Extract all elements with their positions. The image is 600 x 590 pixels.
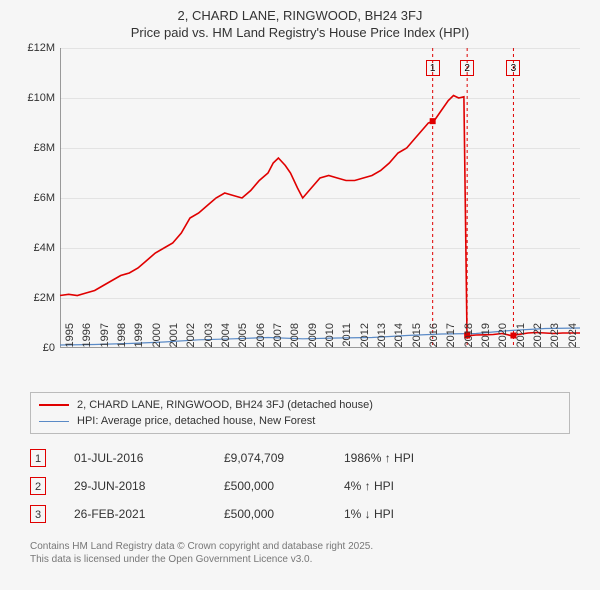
transaction-price: £500,000 <box>224 507 344 521</box>
legend-item-hpi: HPI: Average price, detached house, New … <box>39 413 561 429</box>
transaction-change: 4% ↑ HPI <box>344 479 464 493</box>
y-gridline <box>60 248 580 249</box>
footer-line-2: This data is licensed under the Open Gov… <box>30 553 570 566</box>
y-tick-label: £10M <box>20 92 55 104</box>
legend-label: HPI: Average price, detached house, New … <box>77 415 315 427</box>
x-tick-label: 2003 <box>203 323 215 353</box>
legend-label: 2, CHARD LANE, RINGWOOD, BH24 3FJ (detac… <box>77 399 373 411</box>
transaction-date: 01-JUL-2016 <box>74 451 224 465</box>
x-tick-label: 1997 <box>99 323 111 353</box>
title-line-2: Price paid vs. HM Land Registry's House … <box>0 25 600 40</box>
x-tick-label: 2006 <box>255 323 267 353</box>
transaction-price: £500,000 <box>224 479 344 493</box>
title-line-1: 2, CHARD LANE, RINGWOOD, BH24 3FJ <box>0 8 600 23</box>
y-tick-label: £0 <box>20 342 55 354</box>
x-tick-label: 2002 <box>185 323 197 353</box>
y-tick-label: £12M <box>20 42 55 54</box>
y-gridline <box>60 148 580 149</box>
x-tick-label: 2020 <box>497 323 509 353</box>
x-tick-label: 2024 <box>567 323 579 353</box>
x-tick-label: 1999 <box>133 323 145 353</box>
x-tick-label: 2001 <box>168 323 180 353</box>
legend-swatch-blue <box>39 421 69 422</box>
transaction-change: 1986% ↑ HPI <box>344 451 464 465</box>
x-tick-label: 2007 <box>272 323 284 353</box>
x-tick-label: 2019 <box>480 323 492 353</box>
y-gridline <box>60 48 580 49</box>
x-tick-label: 2017 <box>445 323 457 353</box>
footer-attribution: Contains HM Land Registry data © Crown c… <box>30 540 570 566</box>
x-tick-label: 2023 <box>549 323 561 353</box>
transaction-price: £9,074,709 <box>224 451 344 465</box>
chart-title: 2, CHARD LANE, RINGWOOD, BH24 3FJ Price … <box>0 0 600 40</box>
x-tick-label: 1996 <box>81 323 93 353</box>
legend: 2, CHARD LANE, RINGWOOD, BH24 3FJ (detac… <box>30 392 570 434</box>
transaction-change: 1% ↓ HPI <box>344 507 464 521</box>
y-gridline <box>60 198 580 199</box>
event-marker-box: 1 <box>426 60 440 76</box>
y-gridline <box>60 98 580 99</box>
x-tick-label: 2004 <box>220 323 232 353</box>
plot-area: £0£2M£4M£6M£8M£10M£12M199519961997199819… <box>20 48 580 388</box>
x-tick-label: 2000 <box>151 323 163 353</box>
y-gridline <box>60 298 580 299</box>
y-tick-label: £6M <box>20 192 55 204</box>
transaction-marker: 2 <box>30 477 46 495</box>
transaction-row: 2 29-JUN-2018 £500,000 4% ↑ HPI <box>30 472 570 500</box>
transaction-row: 1 01-JUL-2016 £9,074,709 1986% ↑ HPI <box>30 444 570 472</box>
data-point-marker <box>430 118 436 124</box>
transaction-date: 29-JUN-2018 <box>74 479 224 493</box>
series-line <box>60 96 580 336</box>
x-tick-label: 1998 <box>116 323 128 353</box>
event-marker-box: 2 <box>460 60 474 76</box>
y-tick-label: £2M <box>20 292 55 304</box>
x-tick-label: 2005 <box>237 323 249 353</box>
transaction-marker: 1 <box>30 449 46 467</box>
x-tick-label: 2013 <box>376 323 388 353</box>
transactions-table: 1 01-JUL-2016 £9,074,709 1986% ↑ HPI 2 2… <box>30 444 570 528</box>
x-tick-label: 1995 <box>64 323 76 353</box>
x-tick-label: 2009 <box>307 323 319 353</box>
legend-swatch-red <box>39 404 69 406</box>
x-tick-label: 2011 <box>341 323 353 353</box>
x-tick-label: 2022 <box>532 323 544 353</box>
x-tick-label: 2021 <box>515 323 527 353</box>
x-tick-label: 2016 <box>428 323 440 353</box>
legend-item-property: 2, CHARD LANE, RINGWOOD, BH24 3FJ (detac… <box>39 397 561 413</box>
x-tick-label: 2008 <box>289 323 301 353</box>
x-tick-label: 2018 <box>463 323 475 353</box>
footer-line-1: Contains HM Land Registry data © Crown c… <box>30 540 570 553</box>
transaction-date: 26-FEB-2021 <box>74 507 224 521</box>
x-tick-label: 2014 <box>393 323 405 353</box>
event-marker-box: 3 <box>506 60 520 76</box>
transaction-marker: 3 <box>30 505 46 523</box>
y-tick-label: £4M <box>20 242 55 254</box>
x-tick-label: 2015 <box>411 323 423 353</box>
x-tick-label: 2012 <box>359 323 371 353</box>
x-tick-label: 2010 <box>324 323 336 353</box>
y-tick-label: £8M <box>20 142 55 154</box>
transaction-row: 3 26-FEB-2021 £500,000 1% ↓ HPI <box>30 500 570 528</box>
